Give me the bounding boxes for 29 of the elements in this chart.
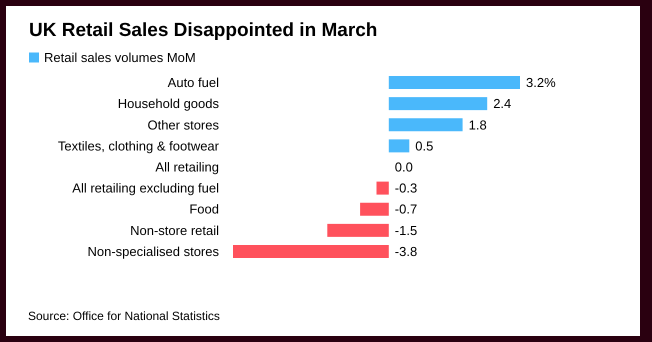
data-label: -3.8 (394, 244, 418, 259)
legend-label: Retail sales volumes MoM (44, 50, 196, 65)
y-tick-label: All retailing excluding fuel (72, 180, 220, 196)
bar (327, 224, 389, 237)
y-tick-label: Non-store retail (130, 222, 220, 238)
data-label: -0.7 (394, 202, 418, 217)
y-tick-label: Household goods (118, 96, 220, 112)
source-note: Source: Office for National Statistics (28, 309, 220, 323)
chart-title: UK Retail Sales Disappointed in March (29, 20, 378, 41)
data-label: 1.8 (468, 117, 487, 132)
bar (360, 202, 389, 216)
data-label: 0.0 (394, 160, 413, 174)
bar (376, 182, 389, 195)
bar (388, 97, 488, 110)
y-tick-label: All retailing (155, 160, 219, 174)
bar (388, 76, 520, 90)
y-tick-label: Auto fuel (168, 75, 220, 90)
bar (388, 139, 410, 152)
data-label: 3.2% (526, 75, 556, 90)
data-label: -1.5 (394, 222, 418, 238)
data-label: -0.3 (394, 180, 418, 196)
data-label: 0.5 (415, 138, 434, 154)
data-label: 2.4 (493, 96, 512, 112)
y-tick-label: Non-specialised stores (87, 244, 220, 259)
bar (233, 244, 389, 258)
bar (388, 118, 463, 132)
y-tick-label: Other stores (147, 117, 220, 132)
y-tick-label: Food (189, 202, 219, 217)
y-tick-label: Textiles, clothing & footwear (58, 138, 220, 154)
